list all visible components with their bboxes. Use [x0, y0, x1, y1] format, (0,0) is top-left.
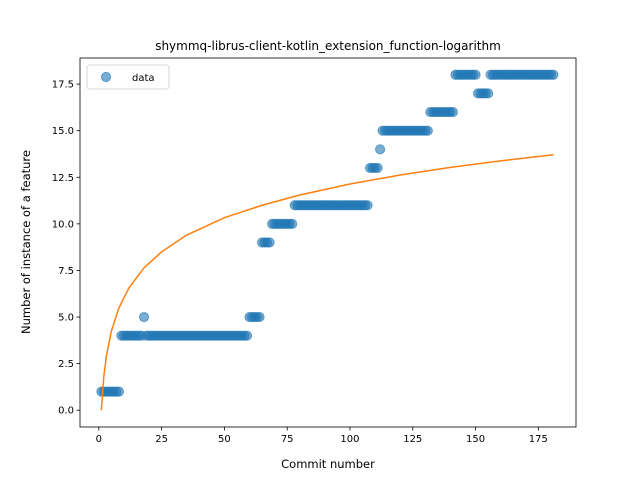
data-point: [470, 69, 481, 80]
legend-box: [86, 64, 170, 90]
data-point: [264, 237, 275, 248]
data-point: [372, 162, 383, 174]
legend: data: [86, 64, 170, 90]
data-point: [362, 200, 373, 211]
y-tick-label: 17.5: [52, 80, 74, 91]
data-point: [447, 106, 459, 118]
plot-frame: [79, 57, 577, 428]
x-tick-label: 125: [403, 434, 422, 445]
y-tick-label: 2.5: [58, 359, 74, 370]
axis-ticks: 0 25 50 75 100 125 150 175 0.0 2.5 5.0 7.5 10.0 12.5 1…: [52, 80, 548, 445]
x-tick-label: 150: [466, 434, 485, 445]
x-tick-label: 75: [281, 434, 294, 445]
data-point: [422, 125, 433, 136]
x-tick-label: 25: [155, 434, 168, 445]
data-point: [138, 311, 150, 323]
y-tick-label: 12.5: [52, 173, 74, 184]
x-tick-label: 50: [218, 434, 231, 445]
data-series: [96, 69, 559, 411]
data-point: [375, 144, 386, 155]
y-tick-label: 7.5: [58, 266, 74, 277]
fit-line: [100, 153, 554, 411]
data-point: [241, 330, 253, 341]
y-tick-label: 0.0: [58, 406, 74, 417]
y-tick-label: 10.0: [52, 219, 74, 230]
data-point: [483, 88, 494, 99]
y-tick-label: 5.0: [58, 313, 74, 324]
legend-marker: [100, 71, 112, 83]
x-axis-label: Commit number: [281, 457, 375, 471]
data-point: [287, 218, 298, 229]
y-axis-label: Number of instance of a feature: [19, 150, 33, 334]
x-tick-label: 0: [96, 434, 102, 445]
x-tick-label: 175: [529, 434, 548, 445]
y-tick-label: 15.0: [52, 126, 74, 137]
legend-label-data: data: [132, 73, 155, 84]
x-tick-label: 100: [340, 434, 359, 445]
data-point: [548, 69, 559, 80]
data-point: [254, 311, 265, 323]
data-point: [113, 386, 125, 397]
chart-title: shymmq-librus-client-kotlin_extension_fu…: [155, 39, 501, 53]
